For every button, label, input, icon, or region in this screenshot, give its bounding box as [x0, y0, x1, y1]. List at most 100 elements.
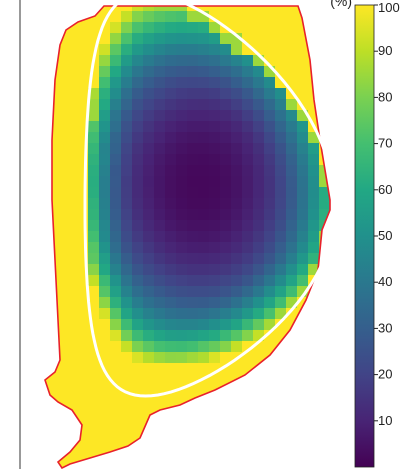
- heatmap-cell: [187, 231, 199, 243]
- heatmap-cell: [220, 462, 232, 468]
- heatmap-cell: [242, 440, 254, 452]
- heatmap-cell: [198, 99, 210, 111]
- heatmap-cell: [176, 66, 188, 78]
- heatmap-cell: [88, 429, 100, 441]
- heatmap-cell: [264, 242, 276, 254]
- heatmap-cell: [198, 154, 210, 166]
- heatmap-cell: [253, 440, 265, 452]
- heatmap-cell: [275, 429, 287, 441]
- heatmap-cell: [198, 462, 210, 468]
- heatmap-cell: [253, 231, 265, 243]
- heatmap-cell: [209, 154, 221, 166]
- heatmap-cell: [198, 66, 210, 78]
- heatmap-cell: [77, 110, 89, 122]
- heatmap-cell: [88, 418, 100, 430]
- heatmap-cell: [45, 418, 56, 430]
- heatmap-cell: [154, 363, 166, 375]
- heatmap-cell: [297, 231, 309, 243]
- heatmap-cell: [297, 22, 309, 34]
- heatmap-cell: [297, 429, 309, 441]
- heatmap-cell: [275, 187, 287, 199]
- heatmap-cell: [165, 220, 177, 232]
- heatmap-cell: [154, 110, 166, 122]
- heatmap-cell: [165, 121, 177, 133]
- heatmap-cell: [77, 22, 89, 34]
- heatmap-cell: [99, 374, 111, 386]
- heatmap-cell: [121, 341, 133, 353]
- heatmap-cell: [143, 330, 155, 342]
- heatmap-cell: [88, 253, 100, 265]
- heatmap-cell: [154, 341, 166, 353]
- heatmap-cell: [165, 462, 177, 468]
- heatmap-cell: [45, 440, 56, 452]
- heatmap-cell: [99, 99, 111, 111]
- heatmap-cell: [319, 77, 330, 89]
- heatmap-cell: [121, 11, 133, 23]
- heatmap-cell: [275, 297, 287, 309]
- heatmap-cell: [165, 66, 177, 78]
- heatmap-cell: [165, 77, 177, 89]
- heatmap-cell: [66, 154, 78, 166]
- heatmap-cell: [297, 154, 309, 166]
- heatmap-cell: [55, 231, 67, 243]
- heatmap-cell: [77, 275, 89, 287]
- heatmap-cell: [297, 264, 309, 276]
- heatmap-cell: [176, 6, 188, 12]
- heatmap-cell: [55, 209, 67, 221]
- heatmap-cell: [275, 44, 287, 56]
- heatmap-cell: [66, 55, 78, 67]
- heatmap-cell: [154, 66, 166, 78]
- heatmap-cell: [99, 462, 111, 468]
- heatmap-cell: [121, 55, 133, 67]
- heatmap-cell: [77, 363, 89, 375]
- heatmap-cell: [176, 429, 188, 441]
- heatmap-cell: [220, 440, 232, 452]
- heatmap-cell: [275, 55, 287, 67]
- heatmap-cell: [308, 231, 320, 243]
- heatmap-cell: [264, 198, 276, 210]
- heatmap-cell: [55, 341, 67, 353]
- heatmap-cell: [319, 187, 330, 199]
- heatmap-cell: [77, 385, 89, 397]
- heatmap-cell: [253, 396, 265, 408]
- heatmap-cell: [242, 429, 254, 441]
- heatmap-cell: [308, 385, 320, 397]
- heatmap-cell: [286, 341, 298, 353]
- heatmap-cell: [176, 275, 188, 287]
- heatmap-cell: [132, 44, 144, 56]
- heatmap-cell: [297, 319, 309, 331]
- heatmap-cell: [253, 330, 265, 342]
- heatmap-cell: [66, 11, 78, 23]
- heatmap-cell: [198, 187, 210, 199]
- heatmap-cell: [231, 22, 243, 34]
- heatmap-cell: [220, 220, 232, 232]
- heatmap-cell: [242, 396, 254, 408]
- heatmap-cell: [297, 242, 309, 254]
- heatmap-cell: [176, 55, 188, 67]
- heatmap-cell: [99, 407, 111, 419]
- heatmap-cell: [198, 220, 210, 232]
- heatmap-cell: [286, 209, 298, 221]
- heatmap-cell: [121, 99, 133, 111]
- heatmap-cell: [45, 176, 56, 188]
- heatmap-cell: [242, 121, 254, 133]
- heatmap-cell: [253, 374, 265, 386]
- heatmap-cell: [77, 121, 89, 133]
- heatmap-cell: [165, 308, 177, 320]
- heatmap-cell: [319, 66, 330, 78]
- heatmap-cell: [110, 341, 122, 353]
- heatmap-cell: [253, 242, 265, 254]
- heatmap-cell: [121, 198, 133, 210]
- heatmap-cell: [319, 6, 330, 12]
- heatmap-cell: [77, 187, 89, 199]
- heatmap-cell: [143, 110, 155, 122]
- heatmap-cell: [132, 363, 144, 375]
- heatmap-cell: [330, 330, 341, 341]
- heatmap-cell: [176, 407, 188, 419]
- heatmap-cell: [176, 286, 188, 298]
- heatmap-cell: [66, 77, 78, 89]
- heatmap-cell: [154, 231, 166, 243]
- heatmap-cell: [45, 264, 56, 276]
- heatmap-cell: [209, 374, 221, 386]
- heatmap-cell: [330, 33, 341, 44]
